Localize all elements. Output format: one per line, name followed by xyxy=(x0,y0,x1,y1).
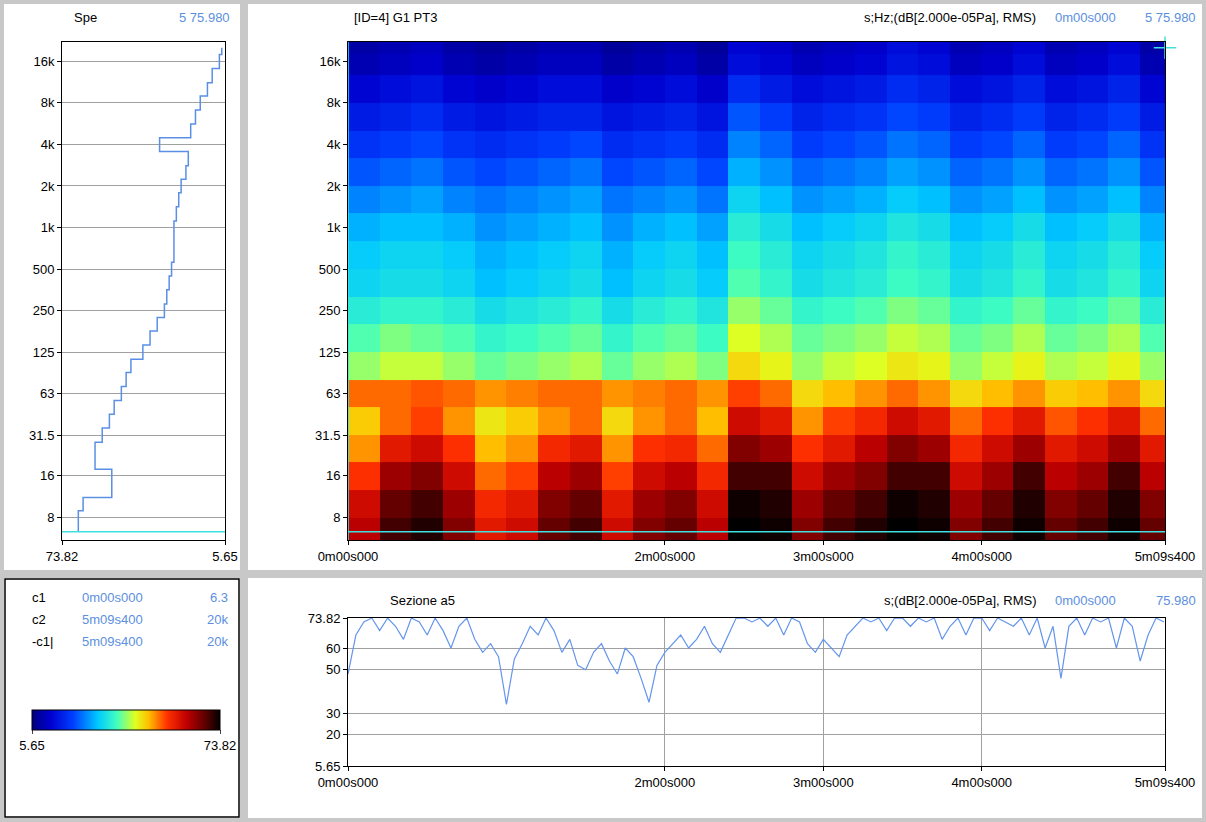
svg-text:30: 30 xyxy=(326,706,340,721)
svg-text:4m00s000: 4m00s000 xyxy=(951,549,1012,564)
svg-text:5m09s400: 5m09s400 xyxy=(82,612,143,627)
svg-text:5.65: 5.65 xyxy=(19,738,44,753)
svg-text:Spe: Spe xyxy=(74,10,97,25)
svg-text:1k: 1k xyxy=(327,220,341,235)
svg-text:31.5: 31.5 xyxy=(315,428,340,443)
svg-text:20k: 20k xyxy=(207,634,228,649)
svg-text:8k: 8k xyxy=(327,95,341,110)
svg-text:73.82: 73.82 xyxy=(204,738,237,753)
svg-text:0m00s000: 0m00s000 xyxy=(318,775,379,790)
svg-text:60: 60 xyxy=(326,641,340,656)
svg-text:5 75.980: 5 75.980 xyxy=(1145,10,1196,25)
svg-text:63: 63 xyxy=(40,386,54,401)
svg-text:s;(dB[2.000e-05Pa], RMS): s;(dB[2.000e-05Pa], RMS) xyxy=(884,593,1036,608)
svg-text:0m00s000: 0m00s000 xyxy=(1055,593,1116,608)
svg-text:250: 250 xyxy=(319,303,341,318)
svg-text:63: 63 xyxy=(326,386,340,401)
svg-text:16k: 16k xyxy=(319,54,340,69)
svg-text:0m00s000: 0m00s000 xyxy=(82,590,143,605)
svg-text:20: 20 xyxy=(326,727,340,742)
svg-text:125: 125 xyxy=(319,345,341,360)
svg-text:4k: 4k xyxy=(327,137,341,152)
svg-text:4k: 4k xyxy=(41,137,55,152)
svg-text:5m09s400: 5m09s400 xyxy=(1135,549,1196,564)
svg-text:20k: 20k xyxy=(207,612,228,627)
svg-text:2k: 2k xyxy=(327,179,341,194)
svg-text:3m00s000: 3m00s000 xyxy=(793,775,854,790)
svg-text:3m00s000: 3m00s000 xyxy=(793,549,854,564)
svg-text:50: 50 xyxy=(326,662,340,677)
svg-text:2m00s000: 2m00s000 xyxy=(635,549,696,564)
svg-text:16: 16 xyxy=(40,468,54,483)
svg-text:5m09s400: 5m09s400 xyxy=(1135,775,1196,790)
svg-text:500: 500 xyxy=(33,262,55,277)
svg-text:31.5: 31.5 xyxy=(29,428,54,443)
svg-text:-c1|: -c1| xyxy=(32,634,53,649)
svg-text:Sezione a5: Sezione a5 xyxy=(390,593,455,608)
svg-text:2m00s000: 2m00s000 xyxy=(635,775,696,790)
svg-text:c1: c1 xyxy=(32,590,46,605)
svg-text:0m00s000: 0m00s000 xyxy=(1055,10,1116,25)
svg-text:s;Hz;(dB[2.000e-05Pa], RMS): s;Hz;(dB[2.000e-05Pa], RMS) xyxy=(864,10,1036,25)
svg-text:5.65: 5.65 xyxy=(315,759,340,774)
svg-text:73.82: 73.82 xyxy=(46,549,79,564)
svg-text:125: 125 xyxy=(33,345,55,360)
svg-text:5.65: 5.65 xyxy=(212,549,237,564)
svg-text:5 75.980: 5 75.980 xyxy=(179,10,230,25)
svg-text:500: 500 xyxy=(319,262,341,277)
svg-text:73.82: 73.82 xyxy=(308,611,341,626)
svg-text:75.980: 75.980 xyxy=(1156,593,1196,608)
svg-text:c2: c2 xyxy=(32,612,46,627)
svg-text:0m00s000: 0m00s000 xyxy=(318,549,379,564)
svg-text:16k: 16k xyxy=(33,54,54,69)
svg-text:4m00s000: 4m00s000 xyxy=(951,775,1012,790)
svg-text:8k: 8k xyxy=(41,95,55,110)
svg-text:16: 16 xyxy=(326,468,340,483)
svg-text:1k: 1k xyxy=(41,220,55,235)
svg-text:[ID=4] G1 PT3: [ID=4] G1 PT3 xyxy=(354,10,437,25)
svg-text:6.3: 6.3 xyxy=(210,590,228,605)
svg-text:8: 8 xyxy=(333,510,340,525)
svg-text:2k: 2k xyxy=(41,179,55,194)
svg-text:8: 8 xyxy=(47,510,54,525)
svg-text:250: 250 xyxy=(33,303,55,318)
svg-text:5m09s400: 5m09s400 xyxy=(82,634,143,649)
